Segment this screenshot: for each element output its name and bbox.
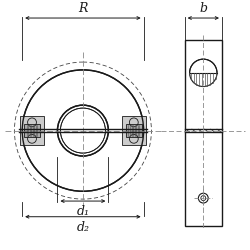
Text: R: R [78,2,88,15]
Bar [24,124,40,138]
Text: d₂: d₂ [76,221,90,234]
Bar [122,116,146,145]
Text: d₁: d₁ [76,205,90,218]
Bar [20,116,44,145]
Bar [126,124,142,138]
Bar [185,40,222,226]
Text: b: b [199,2,207,15]
